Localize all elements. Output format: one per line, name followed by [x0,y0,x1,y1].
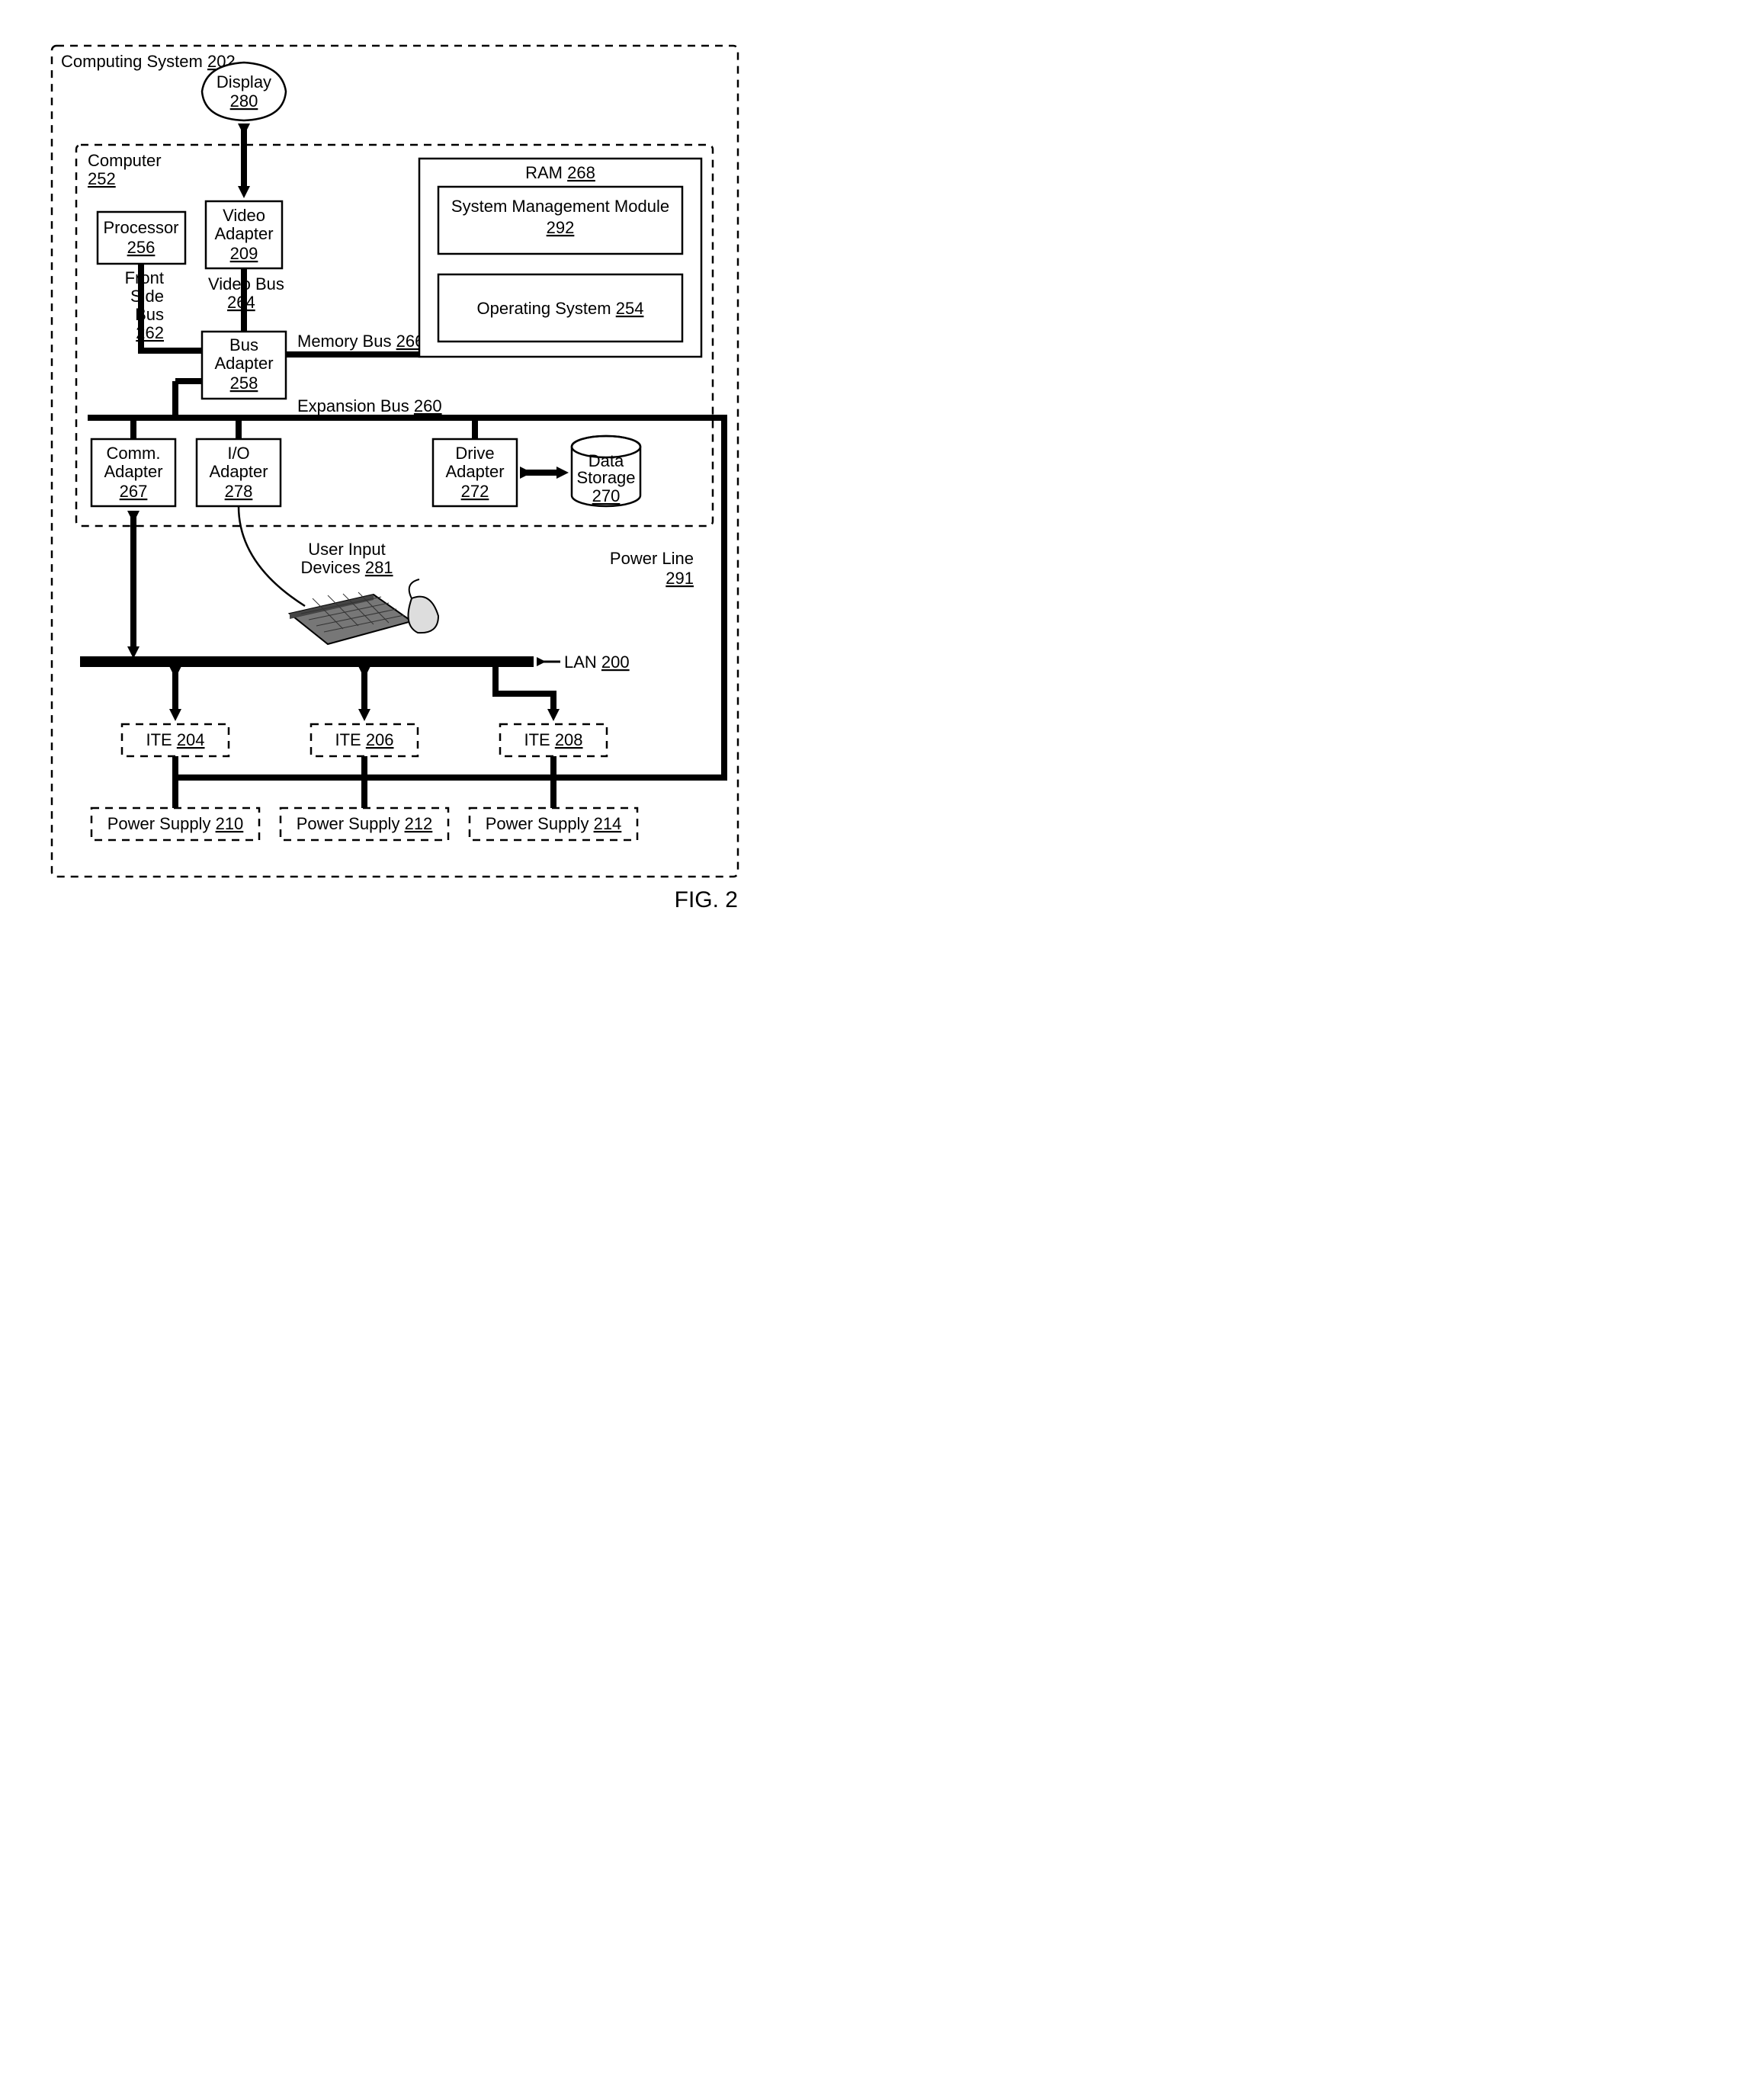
ite3-lan [496,662,553,715]
fsb-label2: Side [130,287,164,306]
video-adapter-label2: Adapter [214,224,273,243]
processor-label: Processor [103,218,178,237]
comm-adapter-label1: Comm. [107,444,161,463]
os-label: Operating System 254 [477,299,644,318]
smm-ref: 292 [547,218,575,237]
lan-label: LAN 200 [564,653,630,672]
bus-adapter-ref: 258 [230,374,258,393]
user-input-label2: Devices 281 [300,558,393,577]
power-line-label: Power Line [610,549,694,568]
bus-adapter-label2: Adapter [214,354,273,373]
user-input-label1: User Input [308,540,386,559]
io-adapter-label2: Adapter [209,462,268,481]
display-label: Display [216,72,271,91]
computing-system-label: Computing System 202 [61,52,236,71]
memory-bus-label: Memory Bus 266 [297,332,424,351]
drive-adapter-ref: 272 [461,482,489,501]
display-ref: 280 [230,91,258,111]
keyboard-icon [290,592,412,644]
processor-ref: 256 [127,238,156,257]
io-curve [239,506,305,606]
computing-system-diagram: Computing System 202 Display 280 Compute… [15,15,762,915]
computer-label: Computer [88,151,162,170]
io-adapter-label1: I/O [227,444,249,463]
smm-label: System Management Module [451,197,669,216]
power-line-ref: 291 [666,569,694,588]
mouse-icon [409,579,439,633]
bus-adapter-label1: Bus [229,335,258,354]
ite-label-2: ITE 206 [335,730,393,749]
comm-adapter-label2: Adapter [104,462,162,481]
expansion-bus-label: Expansion Bus 260 [297,396,442,415]
video-adapter-ref: 209 [230,244,258,263]
data-storage-label2: Storage [576,468,635,487]
video-adapter-label1: Video [223,206,265,225]
ite-label-1: ITE 204 [146,730,204,749]
ram-label: RAM 268 [525,163,595,182]
drive-adapter-label2: Adapter [445,462,504,481]
comm-adapter-ref: 267 [120,482,148,501]
data-storage-ref: 270 [592,486,621,505]
psu-label-1: Power Supply 210 [107,814,244,833]
psu-label-3: Power Supply 214 [486,814,622,833]
io-adapter-ref: 278 [225,482,253,501]
computer-ref: 252 [88,169,116,188]
psu-label-2: Power Supply 212 [297,814,433,833]
ite-label-3: ITE 208 [524,730,582,749]
drive-adapter-label1: Drive [455,444,494,463]
figure-label: FIG. 2 [675,887,738,912]
fsb-label1: Front [125,268,164,287]
